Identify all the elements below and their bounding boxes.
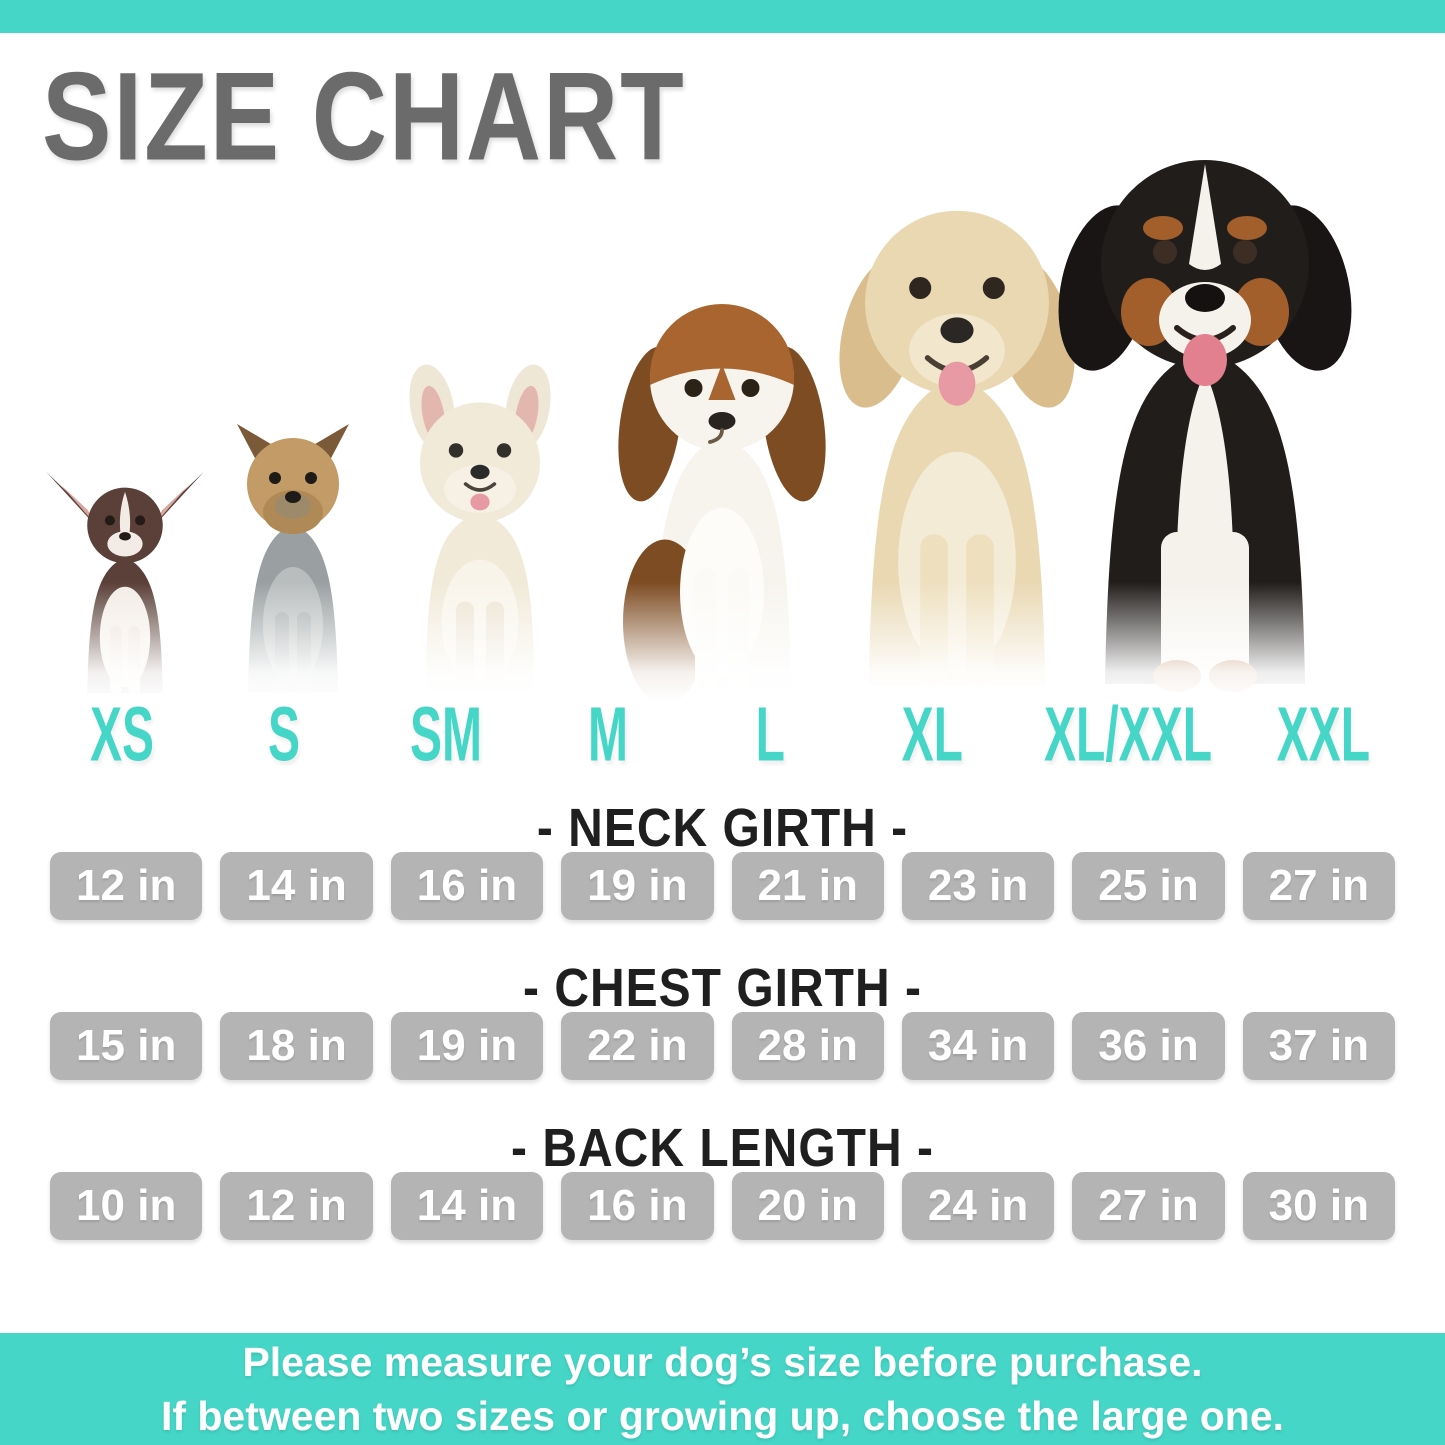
size-label-sm: SM — [410, 691, 483, 778]
footer-line-2: If between two sizes or growing up, choo… — [160, 1393, 1285, 1439]
chest-girth-value: 28 in — [731, 1012, 884, 1080]
neck-girth-heading: - NECK GIRTH - — [536, 799, 909, 859]
size-label-xxl: XXL — [1276, 691, 1370, 778]
chest-girth-value: 22 in — [561, 1012, 714, 1080]
neck-girth-row: 12 in 14 in 16 in 19 in 21 in 23 in 25 i… — [50, 852, 1395, 920]
back-length-value: 14 in — [390, 1172, 544, 1240]
neck-girth-value: 27 in — [1242, 852, 1395, 920]
chest-girth-value: 37 in — [1242, 1012, 1395, 1080]
chest-girth-row: 15 in 18 in 19 in 22 in 28 in 34 in 36 i… — [50, 1012, 1395, 1080]
page-title: SIZE CHART — [42, 46, 686, 187]
size-label-m: M — [588, 691, 629, 778]
back-length-value: 24 in — [901, 1172, 1055, 1240]
neck-girth-value: 25 in — [1072, 852, 1225, 920]
chest-girth-value: 34 in — [901, 1012, 1055, 1080]
chest-girth-value: 36 in — [1072, 1012, 1225, 1080]
back-length-value: 20 in — [731, 1172, 884, 1240]
chest-girth-value: 15 in — [50, 1012, 203, 1080]
dog-image-bernese-mountain-dog — [1005, 140, 1405, 700]
chest-girth-value: 19 in — [390, 1012, 544, 1080]
size-label-xl: XL — [902, 691, 964, 778]
back-length-value: 10 in — [50, 1172, 203, 1240]
back-length-heading: - BACK LENGTH - — [511, 1119, 934, 1179]
footer-line-1: Please measure your dog’s size before pu… — [242, 1339, 1203, 1385]
footer-note: Please measure your dog’s size before pu… — [0, 1333, 1445, 1445]
neck-girth-value: 16 in — [390, 852, 544, 920]
chest-girth-heading: - CHEST GIRTH - — [523, 959, 922, 1019]
size-label-s: S — [268, 691, 301, 778]
dog-image-french-bulldog — [360, 364, 600, 700]
chest-girth-value: 18 in — [220, 1012, 373, 1080]
neck-girth-value: 21 in — [731, 852, 884, 920]
neck-girth-value: 14 in — [220, 852, 373, 920]
dog-image-chihuahua — [41, 465, 209, 700]
dog-lineup — [0, 128, 1445, 702]
top-accent-bar — [0, 0, 1445, 33]
size-label-l: L — [755, 691, 786, 778]
neck-girth-value: 19 in — [561, 852, 714, 920]
size-label-xs: XS — [90, 691, 155, 778]
size-label-xl-xxl: XL/XXL — [1043, 691, 1212, 778]
back-length-value: 12 in — [220, 1172, 373, 1240]
neck-girth-value: 12 in — [50, 852, 203, 920]
back-length-value: 27 in — [1072, 1172, 1225, 1240]
back-length-value: 30 in — [1242, 1172, 1395, 1240]
size-label-row: XS S SM M L XL XL/XXL XXL — [50, 690, 1395, 777]
back-length-row: 10 in 12 in 14 in 16 in 20 in 24 in 27 i… — [50, 1172, 1395, 1240]
back-length-value: 16 in — [561, 1172, 714, 1240]
neck-girth-value: 23 in — [901, 852, 1055, 920]
